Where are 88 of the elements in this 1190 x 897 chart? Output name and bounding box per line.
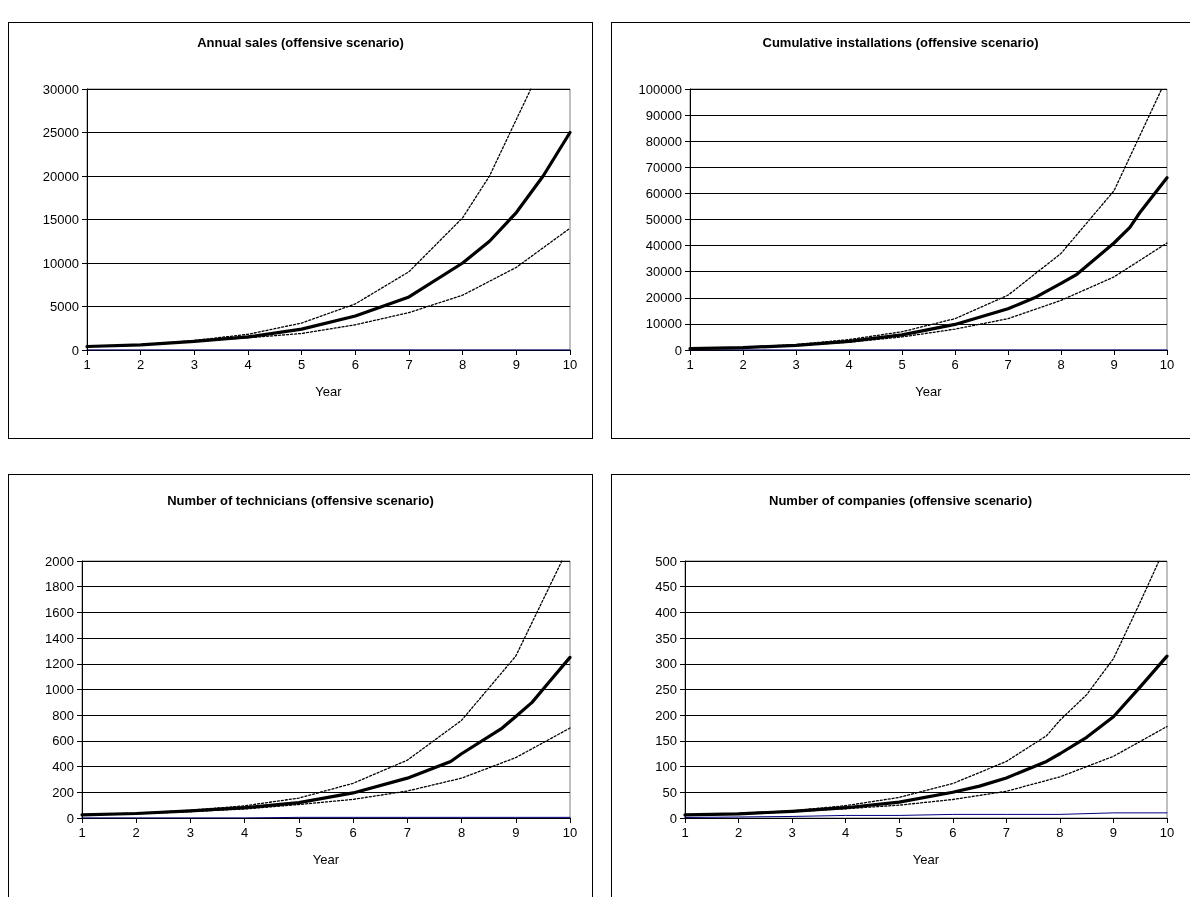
y-tick-label: 20000	[645, 290, 682, 306]
y-tick-label: 30000	[42, 81, 79, 97]
y-tick-label: 600	[52, 733, 74, 749]
x-tick-label: 7	[405, 357, 413, 372]
x-tick-label: 9	[512, 357, 520, 372]
chart-title: Number of companies (offensive scenario)	[769, 493, 1032, 508]
x-tick-label: 3	[190, 357, 198, 372]
x-tick-label: 2	[739, 357, 747, 372]
y-tick-label: 10000	[645, 316, 682, 332]
y-tick-label: 1000	[45, 682, 74, 697]
x-axis-title: Year	[312, 852, 340, 867]
x-tick-label: 8	[459, 357, 467, 372]
x-tick-label: 7	[1002, 825, 1010, 840]
x-tick-label: 10	[1159, 357, 1175, 372]
x-tick-label: 4	[845, 357, 853, 372]
y-tick-label: 150	[655, 733, 677, 749]
y-tick-label: 90000	[645, 107, 682, 123]
x-tick-label: 1	[78, 825, 86, 840]
y-tick-label: 400	[52, 759, 74, 775]
x-tick-label: 3	[788, 825, 796, 840]
chart-title: Annual sales (offensive scenario)	[197, 35, 404, 50]
x-axis-title: Year	[912, 852, 940, 867]
x-tick-label: 10	[562, 357, 578, 372]
y-tick-label: 40000	[645, 238, 682, 254]
y-tick-label: 0	[66, 810, 74, 826]
x-tick-label: 9	[1110, 357, 1118, 372]
chart-title: Number of technicians (offensive scenario)	[167, 493, 434, 508]
y-tick-label: 350	[655, 630, 677, 646]
x-tick-label: 8	[1056, 825, 1064, 840]
y-tick-label: 70000	[645, 159, 682, 175]
y-tick-label: 0	[71, 342, 79, 358]
x-tick-label: 5	[298, 357, 306, 372]
x-tick-label: 4	[244, 357, 252, 372]
x-axis-title: Year	[315, 384, 343, 399]
y-tick-label: 800	[52, 707, 74, 723]
y-tick-label: 80000	[645, 133, 682, 149]
x-tick-label: 5	[898, 357, 906, 372]
x-tick-label: 9	[1109, 825, 1118, 840]
y-tick-label: 15000	[42, 212, 79, 227]
x-tick-label: 6	[949, 825, 957, 840]
y-tick-label: 5000	[50, 299, 79, 314]
y-tick-label: 200	[655, 707, 677, 723]
y-tick-label: 2000	[45, 553, 74, 569]
x-tick-label: 6	[951, 357, 959, 372]
chart-title: Cumulative installations (offensive scenario)	[762, 35, 1039, 50]
x-tick-label: 3	[186, 825, 195, 840]
x-tick-label: 8	[1057, 357, 1065, 372]
y-tick-label: 30000	[645, 264, 682, 280]
x-tick-label: 1	[686, 357, 694, 372]
x-tick-label: 5	[895, 825, 903, 840]
x-tick-label: 8	[457, 825, 466, 840]
y-tick-label: 1400	[45, 630, 74, 646]
y-tick-label: 50000	[645, 212, 682, 227]
y-tick-label: 0	[674, 342, 682, 358]
x-tick-label: 5	[295, 825, 303, 840]
y-tick-label: 300	[655, 656, 677, 672]
y-tick-label: 250	[655, 682, 677, 697]
y-tick-label: 1600	[45, 604, 74, 620]
y-tick-label: 50	[662, 784, 677, 800]
x-tick-label: 2	[137, 357, 145, 372]
x-tick-label: 6	[349, 825, 357, 840]
x-tick-label: 3	[792, 357, 800, 372]
y-tick-label: 200	[52, 784, 74, 800]
x-axis-title: Year	[915, 384, 943, 399]
x-tick-label: 6	[351, 357, 359, 372]
y-tick-label: 100	[655, 759, 677, 775]
y-tick-label: 60000	[645, 185, 682, 201]
x-tick-label: 7	[403, 825, 411, 840]
y-tick-label: 0	[669, 810, 677, 826]
x-tick-label: 10	[562, 825, 578, 840]
y-tick-label: 25000	[42, 125, 79, 140]
x-tick-label: 2	[132, 825, 140, 840]
x-tick-label: 10	[1159, 825, 1175, 840]
x-tick-label: 9	[512, 825, 520, 840]
x-tick-label: 7	[1004, 357, 1012, 372]
x-tick-label: 4	[842, 825, 850, 840]
x-tick-label: 1	[83, 357, 91, 372]
y-tick-label: 500	[655, 553, 677, 569]
y-tick-label: 400	[655, 604, 677, 620]
x-tick-label: 4	[241, 825, 249, 840]
x-tick-label: 2	[734, 825, 743, 840]
y-tick-label: 20000	[42, 168, 79, 184]
y-tick-label: 100000	[638, 81, 682, 97]
y-tick-label: 1800	[45, 579, 74, 595]
y-tick-label: 450	[655, 579, 677, 595]
x-tick-label: 1	[681, 825, 689, 840]
y-tick-label: 10000	[42, 255, 79, 271]
y-tick-label: 1200	[45, 656, 74, 672]
